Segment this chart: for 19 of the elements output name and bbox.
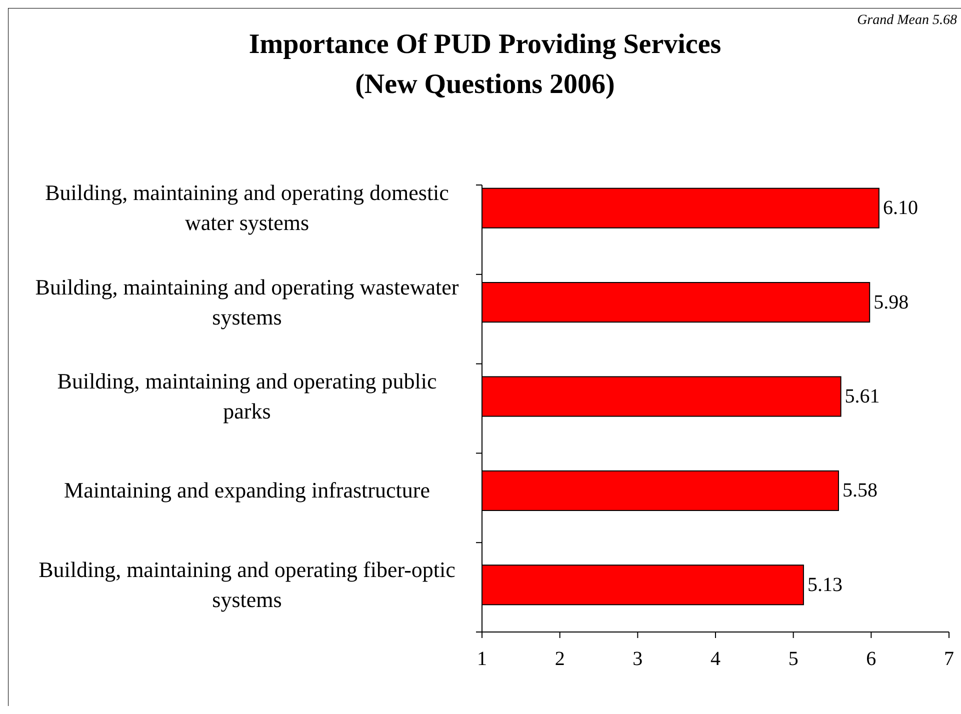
x-tick-label: 1: [477, 648, 487, 670]
data-label: 5.58: [842, 480, 878, 502]
x-tick-label: 4: [710, 648, 720, 670]
data-label: 6.10: [882, 197, 918, 220]
x-tick-label: 6: [866, 648, 876, 670]
x-tick-label: 2: [554, 648, 565, 670]
text: Grand Mean 5.68: [857, 13, 957, 28]
y-tick-label: Maintaining and expanding infrastructure: [64, 478, 430, 503]
y-tick-label: Building, maintaining and operating domestic water systems: [45, 180, 450, 236]
x-tick-label: 7: [944, 648, 954, 670]
data-label: 5.61: [844, 386, 880, 408]
chart-title: Importance Of PUD Providing Services (New Questions 2006): [248, 29, 722, 100]
x-tick-label: 3: [632, 648, 643, 670]
y-tick-label: Building, maintaining and operating wastewater systems: [35, 274, 460, 330]
y-tick-label: Building, maintaining and operating public parks: [57, 368, 437, 424]
y-tick-label: Building, maintaining and operating fiber-optic systems: [38, 556, 456, 612]
x-tick-label: 5: [788, 648, 798, 670]
data-label: 5.13: [807, 574, 842, 596]
data-label: 5.98: [874, 291, 909, 314]
